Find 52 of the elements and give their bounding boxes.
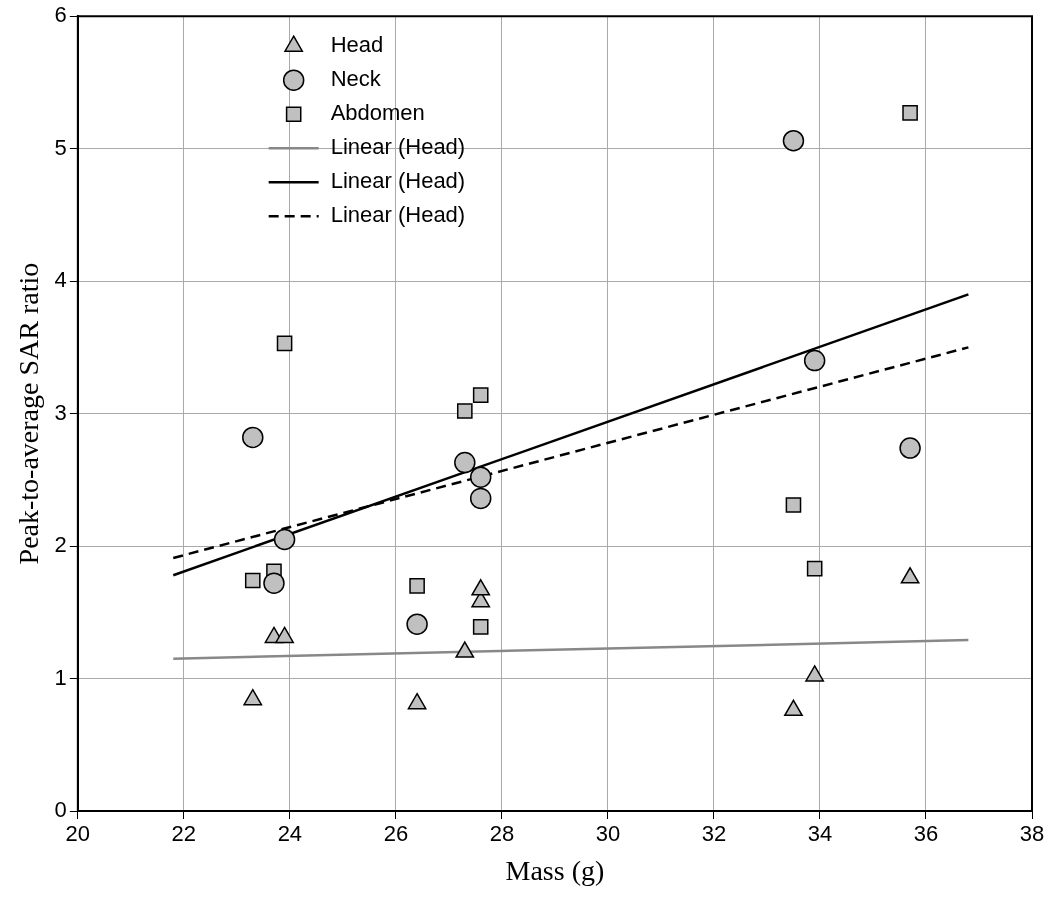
point [469,487,492,510]
x-axis-title: Mass (g) [505,854,605,886]
point [784,699,803,717]
y-tick-label: 6 [54,2,67,28]
point [263,572,285,594]
x-tick-label: 20 [65,821,91,847]
point [407,692,427,710]
x-tick-label: 28 [489,821,515,847]
point [471,579,491,596]
legend-label: Neck [330,66,382,92]
y-tick-label: 1 [54,664,67,690]
x-tick-label: 30 [595,821,621,847]
x-tick-label: 32 [701,821,727,847]
y-tick-label: 4 [54,267,67,293]
x-tick-label: 36 [913,821,939,847]
point [243,688,263,706]
point [454,451,476,474]
point [472,387,489,403]
point [273,528,296,551]
legend-label: Linear (Head) [330,168,466,194]
y-tick-label: 0 [54,797,67,823]
point [785,497,802,513]
y-tick-label: 5 [54,134,67,160]
x-tick-label: 22 [171,821,197,847]
point [456,403,473,419]
legend-label: Linear (Head) [330,134,466,160]
x-tick-label: 26 [383,821,409,847]
point [244,572,261,589]
legend-label: Abdomen [330,100,425,126]
x-tick-label: 34 [807,821,833,847]
point [803,349,826,372]
point [472,619,489,635]
point [406,613,428,635]
point [469,466,492,488]
point [275,626,294,644]
y-tick-label: 3 [54,399,67,425]
legend-label: Head [330,32,384,58]
point [242,426,264,449]
legend-label: Linear (Head) [330,202,466,228]
point [276,335,293,352]
point [902,105,918,121]
x-tick-label: 38 [1019,821,1045,847]
point [805,665,825,682]
point [806,560,823,577]
point [899,437,921,459]
point [782,129,805,152]
point [409,577,425,594]
point [455,641,475,658]
point [900,567,920,584]
y-tick-label: 2 [54,532,67,558]
y-axis-title: Peak-to-average SAR ratio [13,262,45,565]
x-tick-label: 24 [277,821,303,847]
